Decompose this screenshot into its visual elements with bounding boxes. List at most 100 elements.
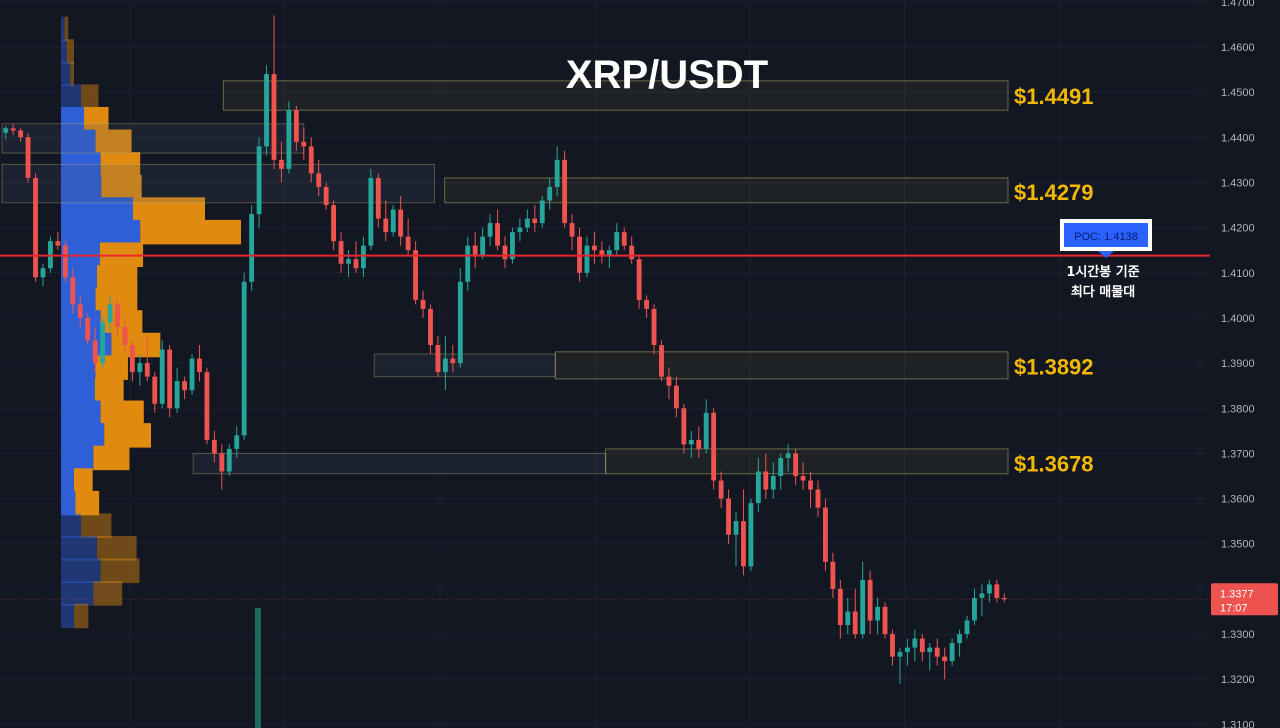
candle-body — [919, 638, 925, 653]
candle-body — [897, 652, 903, 657]
candle-body — [606, 250, 612, 255]
candle-body — [316, 173, 322, 187]
candle-body — [219, 453, 225, 472]
profile-bar-buy — [61, 16, 65, 42]
candle-body — [972, 597, 977, 621]
candle-body — [442, 358, 448, 373]
y-tick-label: 1.4600 — [1221, 42, 1255, 54]
candle-body — [830, 561, 836, 589]
profile-bar-sell — [97, 265, 138, 290]
candle-body — [495, 223, 500, 246]
y-tick-label: 1.3100 — [1221, 719, 1255, 728]
candle-body — [55, 241, 61, 246]
profile-bar-sell — [70, 61, 74, 87]
poc-note-line-2: 최다 매물대 — [1071, 284, 1135, 300]
poc-note-line-1: 1시간봉 기준 — [1066, 264, 1139, 280]
profile-bar-sell — [81, 84, 99, 109]
candle-body — [368, 177, 374, 246]
profile-bar-buy — [61, 423, 105, 448]
level-zone — [222, 80, 1009, 111]
level-zone — [605, 448, 1009, 475]
profile-bar-buy — [61, 106, 85, 132]
candle-body — [256, 146, 262, 215]
candle-body — [532, 218, 538, 224]
profile-bar-sell — [93, 581, 123, 606]
last-price-countdown: 17:07 — [1220, 602, 1248, 614]
profile-bar-sell — [66, 39, 74, 64]
candle-body — [271, 74, 277, 160]
profile-bar-buy — [61, 445, 94, 471]
candle-body — [755, 471, 761, 504]
profile-bar-sell — [101, 174, 142, 200]
candle-body — [40, 268, 46, 278]
level-label: $1.4279 — [1014, 180, 1094, 205]
candle-body — [264, 74, 269, 147]
candle-body — [249, 214, 255, 282]
candle-body — [629, 245, 635, 260]
candle-body — [927, 647, 933, 653]
y-tick-label: 1.3300 — [1221, 629, 1255, 641]
candle-body — [286, 110, 292, 169]
candle-body — [137, 363, 143, 373]
price-axis[interactable]: 1.4700 1.4600 1.4500 1.4400 1.4300 1.4200 1.41… — [1211, 0, 1278, 728]
candles — [3, 15, 1007, 684]
candle-body — [681, 408, 687, 445]
profile-bar-buy — [61, 536, 97, 561]
candle-body — [949, 643, 955, 662]
candle-body — [793, 453, 799, 476]
chart-title: XRP/USDT — [566, 53, 768, 97]
candle-body — [554, 159, 560, 187]
profile-bar-sell — [73, 468, 93, 493]
candle-body — [204, 372, 210, 440]
profile-bar-sell — [111, 332, 161, 358]
y-tick-label: 1.4300 — [1221, 177, 1255, 189]
profile-bar-buy — [61, 355, 96, 380]
candle-body — [390, 209, 396, 233]
candle-body — [472, 245, 478, 255]
candle-body — [711, 412, 717, 481]
profile-bar-buy — [61, 39, 67, 64]
candle-body — [3, 128, 9, 133]
candle-body — [420, 299, 426, 309]
profile-bar-sell — [104, 423, 151, 448]
candle-body — [480, 236, 486, 255]
candle-body — [986, 584, 992, 594]
poc-pointer — [1098, 251, 1114, 258]
candle-body — [413, 250, 418, 300]
candle-body — [18, 130, 24, 138]
candle-body — [666, 376, 672, 386]
candle-body — [621, 232, 627, 246]
candle-body — [741, 521, 746, 567]
profile-bar-buy — [61, 468, 74, 493]
y-tick-label: 1.4200 — [1221, 223, 1255, 235]
candle-body — [778, 457, 784, 476]
y-tick-label: 1.3200 — [1221, 674, 1255, 686]
candle-body — [129, 345, 135, 373]
candle-body — [815, 489, 821, 508]
candle-body — [524, 218, 530, 228]
y-tick-label: 1.4000 — [1221, 313, 1255, 325]
candle-body — [592, 245, 597, 251]
profile-bar-buy — [61, 490, 76, 516]
candle-body — [688, 439, 694, 445]
profile-bar-sell — [97, 536, 137, 561]
profile-bar-sell — [84, 106, 109, 132]
level-zone — [444, 177, 1009, 204]
candle-body — [502, 245, 508, 260]
candle-body — [301, 141, 307, 147]
candle-body — [599, 250, 605, 255]
candle-body — [465, 245, 471, 282]
poc-callout: POC: 1.4138 1시간봉 기준 최다 매물대 — [1060, 219, 1152, 300]
profile-bar-buy — [61, 129, 96, 155]
profile-bar-sell — [140, 219, 241, 245]
profile-bar-sell — [75, 490, 100, 516]
candle-body — [167, 349, 173, 409]
candle-body — [241, 281, 247, 436]
candle-body — [547, 186, 553, 201]
candle-body — [77, 304, 83, 318]
profile-bar-buy — [61, 558, 101, 584]
candle-body — [748, 503, 754, 567]
candle-body — [279, 159, 284, 169]
profile-bar-buy — [61, 84, 82, 109]
